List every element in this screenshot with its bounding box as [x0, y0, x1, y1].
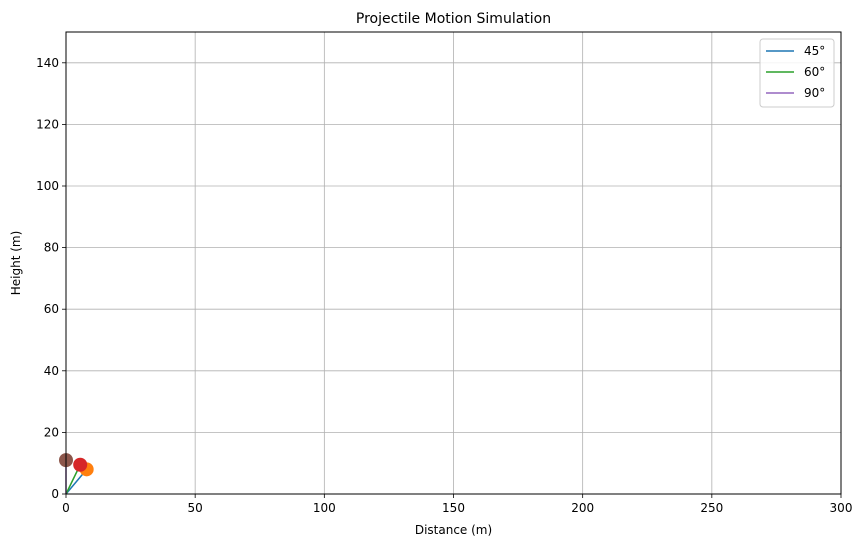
- x-tick-label: 300: [830, 501, 853, 515]
- x-tick-label: 250: [700, 501, 723, 515]
- y-tick-label: 140: [36, 56, 59, 70]
- y-tick-label: 80: [44, 241, 59, 255]
- legend-label: 60°: [804, 65, 825, 79]
- x-tick-label: 0: [62, 501, 70, 515]
- x-axis-label: Distance (m): [415, 523, 492, 537]
- y-axis-label: Height (m): [9, 231, 23, 296]
- y-tick-label: 60: [44, 302, 59, 316]
- chart-title: Projectile Motion Simulation: [356, 11, 551, 27]
- y-tick-label: 120: [36, 117, 59, 131]
- x-tick-label: 150: [442, 501, 465, 515]
- legend: 45° 60° 90°: [759, 38, 835, 108]
- x-tick-label: 50: [188, 501, 203, 515]
- x-axis-ticks: 0 50 100 150 200 250 300: [62, 494, 852, 515]
- legend-label: 90°: [804, 86, 825, 100]
- y-tick-label: 20: [44, 425, 59, 439]
- x-tick-label: 200: [571, 501, 594, 515]
- y-axis-ticks: 0 20 40 60 80 100 120 140: [36, 56, 66, 501]
- y-tick-label: 40: [44, 364, 59, 378]
- x-tick-label: 100: [313, 501, 336, 515]
- y-tick-label: 100: [36, 179, 59, 193]
- legend-box: [759, 38, 835, 108]
- legend-label: 45°: [804, 44, 825, 58]
- y-tick-label: 0: [51, 487, 59, 501]
- projectile-marker: [73, 457, 88, 472]
